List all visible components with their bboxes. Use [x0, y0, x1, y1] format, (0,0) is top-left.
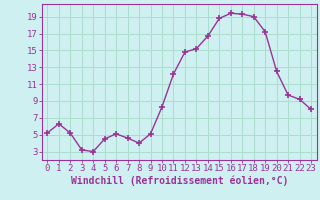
X-axis label: Windchill (Refroidissement éolien,°C): Windchill (Refroidissement éolien,°C): [70, 176, 288, 186]
